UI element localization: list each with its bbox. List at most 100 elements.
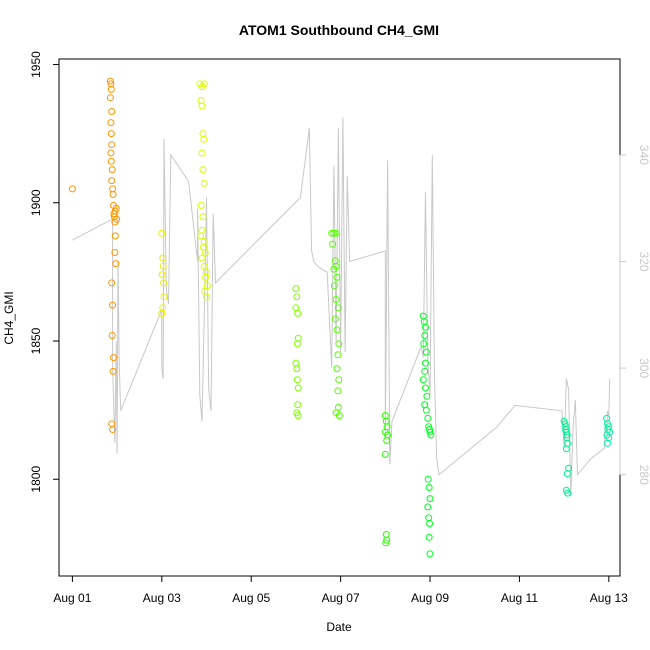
data-point [109,426,117,433]
data-point [108,177,116,185]
data-point [111,232,119,240]
data-point [382,531,390,538]
data-point [427,431,435,439]
data-point [563,431,571,439]
data-point [292,304,300,312]
data-point [331,315,339,323]
data-point [425,533,433,541]
data-point [426,495,434,503]
data-point [203,293,210,301]
secondary-y-tick-label: 340 [637,145,650,165]
data-point [107,85,115,93]
altitude-trace-line [72,117,611,497]
data-point [425,484,433,491]
data-point [381,450,389,458]
altitude-trace-layer [72,117,611,497]
data-point [293,293,301,301]
data-point [200,238,208,245]
data-point [424,414,432,422]
data-point [159,262,167,270]
secondary-y-axis: 280 300 320 340 [619,145,650,485]
data-point [332,229,340,237]
data-point [421,367,429,375]
data-point [198,254,206,262]
y-tick-label: 1900 [29,189,43,216]
data-point [422,359,429,367]
y-tick-label: 1850 [29,327,43,354]
data-point [334,304,342,312]
x-axis: Aug 01 Aug 03 Aug 05 Aug 07 Aug 09 Aug 11 Aug … [53,575,628,605]
data-point [113,215,121,223]
data-point [419,376,427,384]
plot-area-frame [58,58,621,577]
series-9 [603,414,614,447]
data-point [159,254,167,262]
data-point [420,340,428,348]
data-point [159,304,167,312]
points-layer [68,77,614,558]
data-point [112,260,120,268]
data-point [199,130,207,138]
data-point [426,550,434,558]
data-point [203,282,211,290]
data-point [334,351,342,359]
data-point [201,249,209,256]
data-point [423,392,431,400]
data-point [197,232,205,240]
series-2 [158,229,168,317]
secondary-y-tick-label: 300 [637,358,650,378]
data-point [107,119,115,127]
data-point [160,279,168,287]
x-tick-label: Aug 07 [322,591,360,605]
data-point [382,539,390,547]
data-point [333,326,341,334]
data-point [562,445,570,453]
series-8 [560,417,573,497]
data-point [426,520,434,527]
data-point [107,149,115,157]
series-3 [196,80,211,301]
data-point [110,354,117,362]
data-point [333,273,341,281]
data-point [294,412,302,420]
series-1 [106,77,121,433]
data-point [333,365,341,373]
data-point [424,475,432,483]
series-7 [419,312,435,558]
data-point [108,108,116,115]
data-point [330,282,338,290]
x-tick-label: Aug 11 [501,591,538,605]
data-point [332,296,340,303]
data-point [335,340,343,348]
data-point [330,265,338,273]
data-point [199,166,207,174]
data-point [108,420,116,428]
data-point [335,376,343,384]
data-point [422,406,430,414]
data-point [422,323,429,331]
data-point [293,365,301,373]
data-point [292,359,300,367]
series-4 [292,285,302,420]
chart-title: ATOM1 Southbound CH4_GMI [239,22,439,38]
data-point [106,77,114,85]
x-tick-label: Aug 13 [590,591,628,605]
secondary-y-tick-label: 320 [637,252,650,272]
x-tick-label: Aug 03 [143,591,181,605]
data-point [425,514,433,522]
data-point [328,229,336,237]
data-point [198,102,206,110]
data-point [158,229,166,237]
data-point [329,240,337,248]
data-point [68,185,76,193]
data-point [160,293,168,301]
data-point [562,486,570,494]
data-point [294,334,302,342]
data-point [106,94,114,102]
data-point [108,166,116,174]
data-point [293,340,301,348]
data-point [382,417,390,425]
data-point [334,387,342,395]
data-point [422,348,430,356]
